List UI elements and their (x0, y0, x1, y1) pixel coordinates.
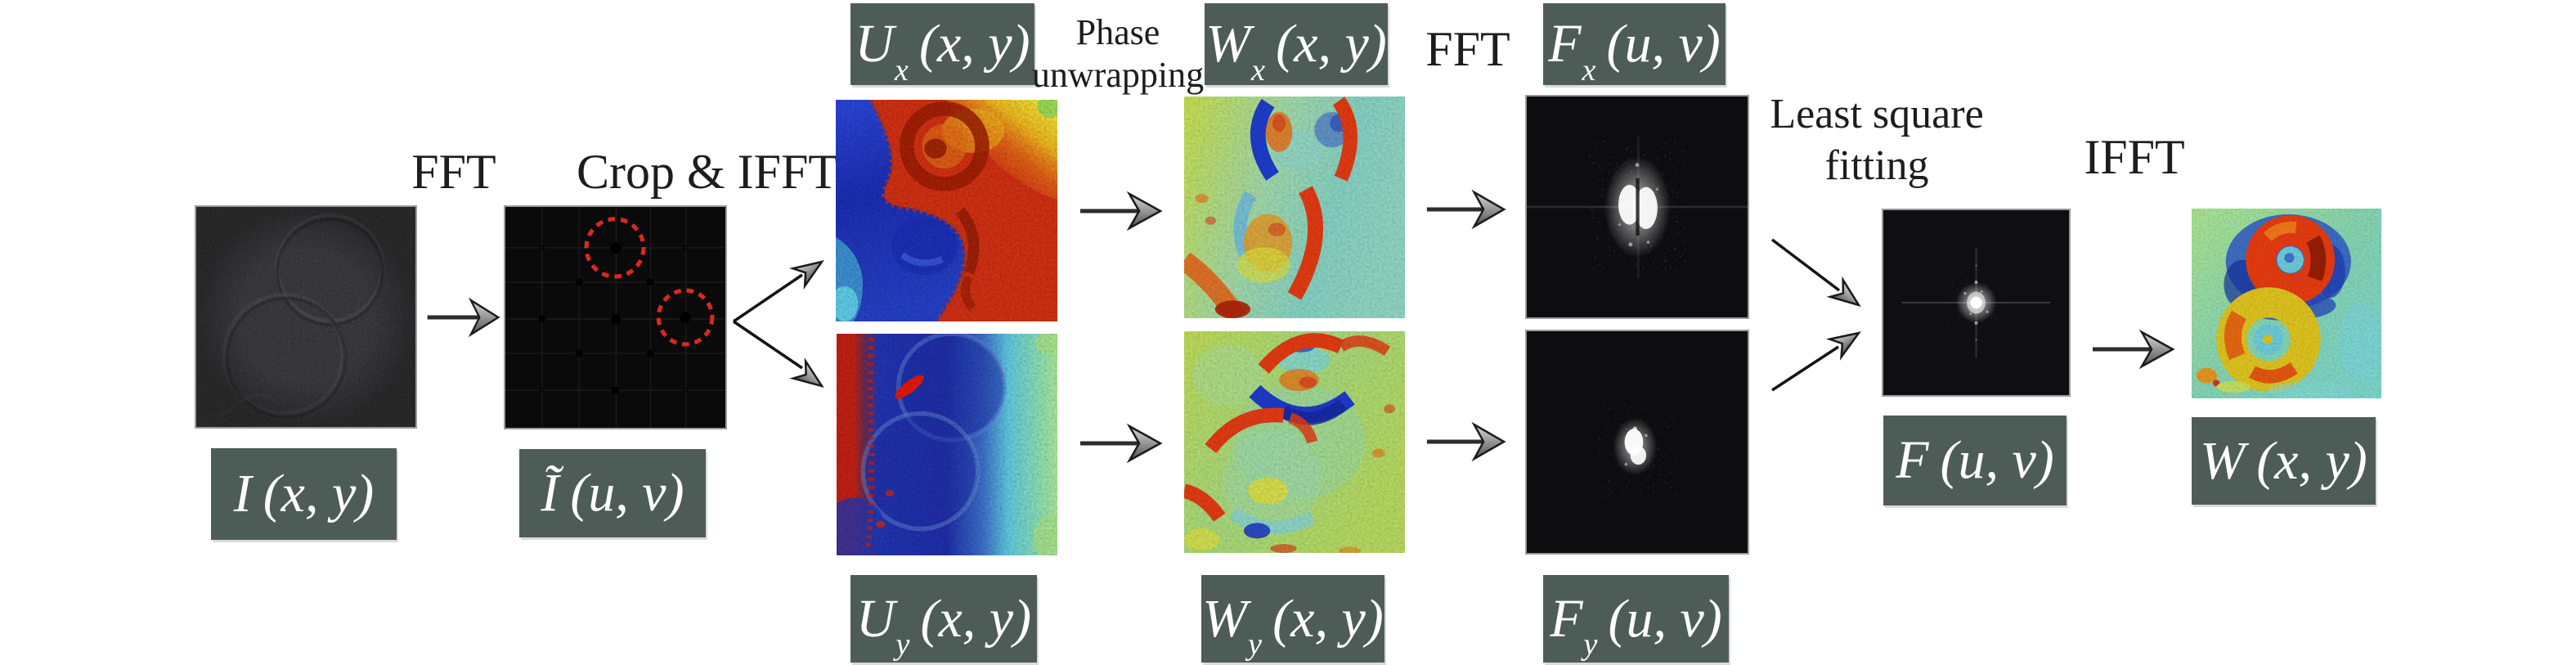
math-label-w: W (x, y) (2200, 430, 2367, 491)
label-box-f: F (u, v) (1883, 416, 2067, 505)
step-label-fft2: FFT (1425, 22, 1510, 76)
arrow-right-icon (427, 297, 500, 338)
step-label-phase-unwrapping: Phase unwrapping (1031, 12, 1205, 95)
branch-arrows-icon (733, 260, 824, 389)
arrow-right-icon (1080, 423, 1163, 464)
wrapped-phase-y-image (837, 334, 1057, 555)
unwrapped-phase-y-image (1184, 331, 1405, 553)
label-box-fy: Fy (u, v) (1543, 575, 1729, 663)
math-label-f: F (u, v) (1896, 430, 2054, 490)
step-label-crop-ifft: Crop & IFFT (576, 145, 839, 199)
spectrum-f-image (1883, 210, 2069, 395)
step-label-ifft: IFFT (2084, 130, 2185, 184)
step-label-least-square-fitting: Least square fitting (1770, 91, 1984, 190)
label-box-wx: Wx (x, y) (1205, 3, 1388, 88)
step-label-fft1: FFT (411, 145, 496, 199)
arrow-right-icon (1080, 191, 1163, 231)
interferogram-image (196, 207, 415, 427)
arrow-right-icon (1426, 421, 1506, 462)
label-box-ux: Ux (x, y) (850, 3, 1034, 88)
spectrum-image (505, 207, 725, 428)
label-box-spectrum: Ĩ (u, v) (519, 449, 706, 537)
wrapped-phase-x-image (836, 100, 1057, 321)
label-box-uy: Uy (x, y) (850, 575, 1037, 663)
label-box-w: W (x, y) (2192, 417, 2376, 505)
math-label-wy: Wy (x, y) (1202, 588, 1384, 663)
math-label-wx: Wx (x, y) (1205, 14, 1387, 88)
wavefront-w-image (2192, 209, 2381, 398)
math-label-fy: Fy (u, v) (1550, 588, 1722, 663)
math-label-spectrum: Ĩ (u, v) (541, 463, 684, 523)
label-box-fx: Fx (u, v) (1543, 3, 1726, 88)
label-box-input: I (x, y) (211, 448, 397, 540)
math-label-fx: Fx (u, v) (1548, 14, 1721, 88)
math-label-uy: Uy (x, y) (855, 588, 1032, 663)
arrow-right-icon (2093, 329, 2175, 370)
math-label-ux: Ux (x, y) (855, 14, 1030, 88)
crop-circle-icon (656, 288, 715, 347)
converge-arrows-icon (1770, 238, 1861, 392)
unwrapped-phase-x-image (1184, 97, 1405, 318)
spectrum-fy-image (1527, 331, 1748, 553)
spectrum-fx-image (1527, 97, 1748, 317)
arrow-right-icon (1426, 189, 1506, 230)
label-box-wy: Wy (x, y) (1201, 575, 1384, 663)
math-label-input: I (x, y) (233, 464, 375, 523)
crop-circle-icon (584, 217, 646, 279)
